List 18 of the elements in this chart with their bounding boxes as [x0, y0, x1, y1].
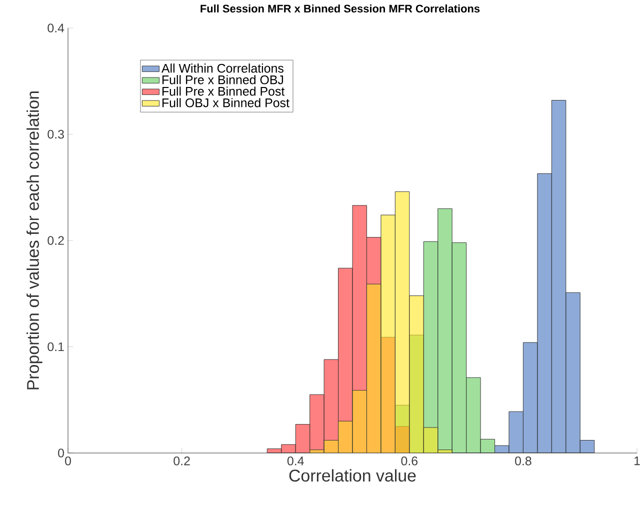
x-tick-label: 1: [634, 456, 640, 466]
y-tick-label: 0.3: [48, 130, 64, 139]
chart-title: Full Session MFR x Binned Session MFR Correlations: [200, 4, 480, 12]
y-tick-label: 0.1: [48, 342, 64, 352]
legend-label: Full OBJ x Binned Post: [162, 98, 290, 108]
legend-label: Full Pre x Binned OBJ: [162, 75, 284, 84]
x-tick-label: 0.2: [174, 456, 190, 466]
x-tick-label: 0: [65, 456, 71, 466]
x-tick-label: 0.6: [401, 456, 418, 466]
y-axis-title: Proportion of values for each correlation: [26, 91, 42, 390]
y-tick-label: 0.4: [48, 24, 64, 32]
x-tick-label: 0.8: [515, 456, 532, 466]
x-tick-label: 0.4: [287, 456, 304, 466]
x-axis-title: Correlation value: [289, 469, 416, 482]
y-tick-label: 0.2: [48, 236, 64, 245]
legend-label: Full Pre x Binned Post: [162, 86, 285, 96]
legend-label: All Within Correlations: [161, 64, 284, 73]
y-tick-label: 0: [58, 448, 64, 458]
